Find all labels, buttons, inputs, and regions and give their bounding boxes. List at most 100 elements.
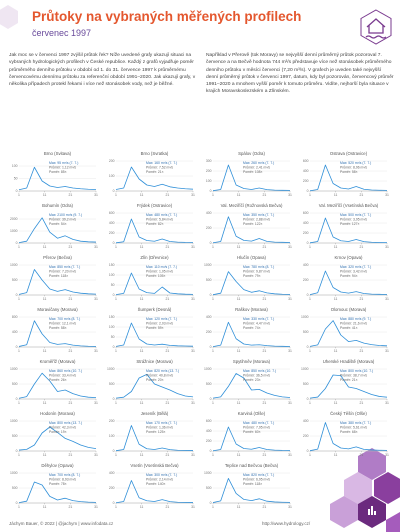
y-tick-label: 800 [12,315,18,319]
x-tick-label: 31 [385,349,389,353]
x-tick-label: 31 [191,453,195,457]
x-tick-label: 31 [288,349,292,353]
annotation: Průměr: 7,52 m³/s [146,165,173,169]
chart-title: Val. Meziříčí (Vsetínská Bečva) [319,203,379,208]
x-tick-label: 31 [288,505,292,509]
annotation: Poměr: 59× [146,326,164,330]
y-tick-label: 150 [109,315,115,319]
x-tick-label: 1 [309,297,311,301]
y-tick-label: 200 [303,179,309,183]
y-tick-label: 500 [12,486,18,490]
annotation: Max: 860 m³/s (10. 7.) [49,369,82,373]
annotation: Poměr: 20× [146,378,164,382]
x-tick-label: 1 [18,401,20,405]
flow-line [115,322,194,347]
annotation: Průměr: 39,2 m³/s [49,217,76,221]
y-tick-label: 1000 [10,367,18,371]
x-tick-label: 21 [359,297,363,301]
annotation: Průměr: 3,42 m³/s [340,269,367,273]
x-tick-label: 1 [115,245,117,249]
y-tick-label: 600 [303,159,309,163]
y-tick-label: 400 [303,263,309,267]
annotation: Průměr: 33,4 m³/s [49,373,76,377]
chart-title: Spytihněv (Morava) [233,359,271,364]
x-tick-label: 31 [191,193,195,197]
x-tick-label: 31 [191,245,195,249]
annotation: Poměr: 41× [340,326,358,330]
annotation: Poměr: 79× [243,274,261,278]
intro-text: Například v Přerově (tok Moravy) se nejv… [206,53,394,95]
y-tick-label: 400 [303,221,309,225]
x-tick-label: 21 [165,349,169,353]
flow-line [18,426,97,451]
x-tick-label: 1 [18,245,20,249]
flow-line [309,320,388,347]
y-tick-label: 50 [111,335,115,339]
annotation: Poměr: 21× [340,378,358,382]
hexagon-decoration [0,5,400,532]
y-tick-label: 400 [303,419,309,423]
annotation: Max: 500 m³/s (7. 7.) [340,213,371,217]
y-tick-label: 0 [16,189,18,193]
y-tick-label: 0 [307,449,309,453]
y-tick-label: 0 [210,449,212,453]
chart-title: Val. Meziříčí (Rožnovská Bečva) [221,203,283,208]
x-tick-label: 31 [288,193,292,197]
x-tick-label: 31 [385,193,389,197]
flow-line [115,272,194,295]
x-tick-label: 1 [309,349,311,353]
y-tick-label: 0 [210,345,212,349]
x-tick-label: 21 [68,349,72,353]
y-tick-label: 0 [307,345,309,349]
y-tick-label: 200 [109,159,115,163]
y-tick-label: 150 [109,263,115,267]
y-tick-label: 400 [206,211,212,215]
x-tick-label: 11 [140,349,144,353]
annotation: Max: 95 m³/s (7. 7.) [49,161,78,165]
chart-title: Děhylov (Opava) [41,463,74,468]
flow-line [309,374,388,399]
y-tick-label: 0 [113,449,115,453]
y-tick-label: 400 [109,471,115,475]
chart-title: Ostrava (Ostravice) [330,151,368,156]
x-tick-label: 1 [115,349,117,353]
x-tick-label: 1 [18,349,20,353]
chart-title: Zlín (Dřevnice) [140,255,169,260]
y-tick-label: 1000 [107,367,115,371]
flow-line [212,164,291,192]
annotation: Max: 850 m³/s (10. 7.) [243,369,276,373]
chart-title: Uherské Hradiště (Morava) [323,359,375,364]
y-tick-label: 200 [206,439,212,443]
y-tick-label: 0 [113,293,115,297]
x-tick-label: 21 [359,349,363,353]
flow-line [309,422,388,452]
x-tick-label: 11 [43,505,47,509]
annotation: Max: 700 m³/s (8. 7.) [49,473,80,477]
x-tick-label: 21 [262,505,266,509]
x-tick-label: 21 [165,245,169,249]
chart-title: Bohumín (Odra) [42,203,73,208]
y-tick-label: 500 [109,382,115,386]
y-tick-label: 0 [113,501,115,505]
x-tick-label: 11 [140,193,144,197]
x-tick-label: 11 [334,193,338,197]
y-tick-label: 500 [12,382,18,386]
x-tick-label: 1 [115,401,117,405]
annotation: Průměr: 1,05 m³/s [146,269,173,273]
annotation: Poměr: 58× [340,170,358,174]
x-tick-label: 31 [288,401,292,405]
flow-line [115,480,194,504]
annotation: Max: 850 m³/s (7. 7.) [49,265,80,269]
y-tick-label: 200 [303,434,309,438]
x-tick-label: 1 [115,505,117,509]
y-tick-label: 1000 [10,229,18,233]
x-tick-label: 11 [140,245,144,249]
y-tick-label: 600 [109,211,115,215]
